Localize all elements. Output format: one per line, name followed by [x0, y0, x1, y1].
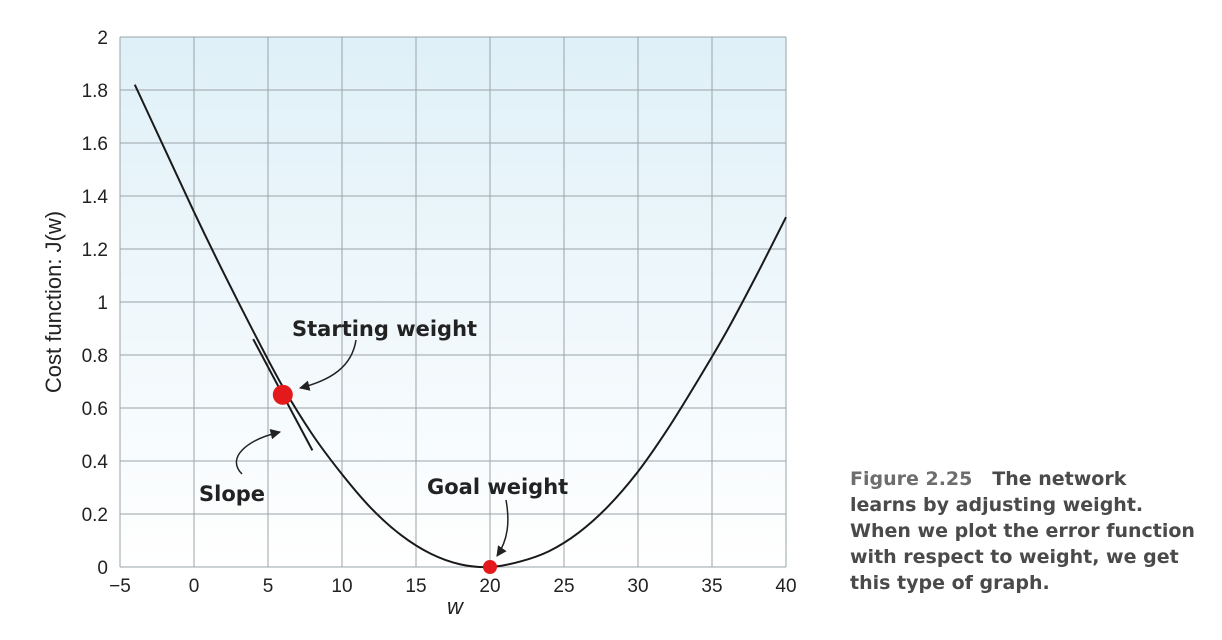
y-tick-label: 0.8 — [82, 346, 108, 367]
y-tick-label: 1.8 — [82, 81, 108, 102]
grid-lines — [119, 36, 787, 568]
y-tick-label: 0 — [97, 558, 108, 579]
y-tick-label: 0.6 — [82, 399, 108, 420]
highlighted-points — [272, 384, 497, 574]
y-tick-label: 1.4 — [82, 187, 109, 208]
x-tick-label: 20 — [479, 576, 500, 597]
x-tick-label: 10 — [331, 576, 352, 597]
x-tick-label: 35 — [701, 576, 722, 597]
y-tick-label: 0.2 — [82, 505, 108, 526]
caption-line-2: learns by adjusting weight. — [850, 494, 1144, 516]
slope-label: Slope — [199, 482, 265, 506]
x-tick-label: 25 — [553, 576, 574, 597]
caption-line-5: this type of graph. — [850, 572, 1050, 594]
cost-curve — [133, 84, 787, 569]
y-tick-label: 1.6 — [82, 134, 108, 155]
x-tick-label: 40 — [775, 576, 796, 597]
x-tick-label: −5 — [109, 576, 131, 597]
y-axis-label: Cost function: J(w) — [41, 211, 66, 393]
y-tick-label: 0.4 — [82, 452, 109, 473]
slope-arrow — [235, 429, 282, 475]
y-tick-label: 1.2 — [82, 240, 108, 261]
goal-weight-label: Goal weight — [427, 475, 568, 499]
y-tick-labels: 0 0.2 0.4 0.6 0.8 1 1.2 1.4 1.6 1.8 2 — [82, 28, 109, 579]
caption-line-4: with respect to weight, we get — [850, 546, 1179, 568]
x-tick-label: 15 — [405, 576, 426, 597]
y-tick-label: 1 — [97, 293, 108, 314]
caption-line-3: When we plot the error function — [850, 520, 1195, 542]
starting-weight-point — [272, 384, 293, 405]
x-tick-labels: −5 0 5 10 15 20 25 30 35 40 — [109, 576, 796, 597]
starting-weight-arrow — [298, 339, 357, 391]
x-tick-label: 0 — [189, 576, 200, 597]
figure-number: Figure 2.25 — [850, 468, 973, 490]
starting-weight-label: Starting weight — [292, 317, 477, 341]
figure-caption: Figure 2.25 The network learns by adjust… — [850, 466, 1210, 596]
y-tick-label: 2 — [97, 28, 108, 49]
goal-weight-arrow — [496, 499, 509, 557]
x-axis-label: w — [447, 594, 465, 619]
x-tick-label: 5 — [263, 576, 274, 597]
caption-line-1: The network — [992, 468, 1127, 490]
x-tick-label: 30 — [627, 576, 648, 597]
goal-weight-point — [483, 560, 497, 574]
